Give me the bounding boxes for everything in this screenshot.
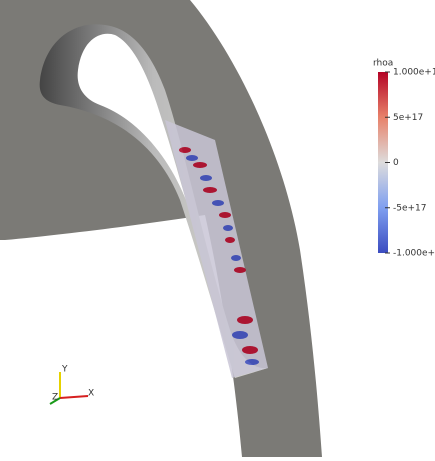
- axis-label: Z: [52, 393, 58, 403]
- colorbar-tick-label: -5e+17: [393, 203, 427, 213]
- colorbar: [378, 72, 388, 253]
- colorbar-tick-label: 5e+17: [393, 113, 423, 123]
- colorbar-title: rhoa: [373, 59, 393, 69]
- field-region: [165, 120, 268, 378]
- axes-triad: Y Z X: [49, 365, 94, 405]
- colorbar-tick-label: -1.000e+18: [393, 249, 435, 259]
- colorbar-tick-label: 0: [393, 158, 399, 168]
- axis-label: Y: [61, 365, 68, 375]
- blade-hole: [77, 33, 186, 200]
- axis-label: X: [88, 389, 94, 399]
- colorbar-tick-label: 1.000e+18: [393, 68, 435, 78]
